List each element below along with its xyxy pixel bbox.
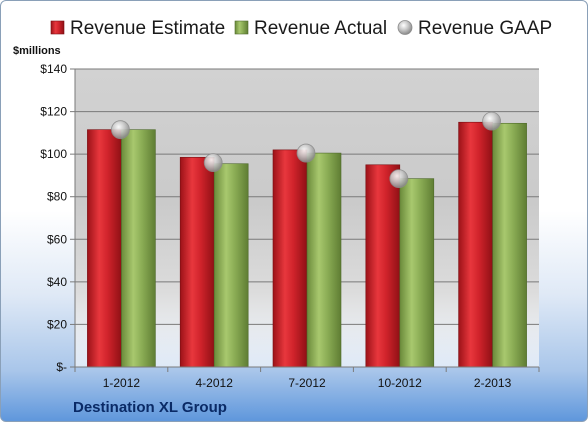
bar-estimate (179, 157, 215, 368)
y-unit-label: $millions (13, 45, 61, 57)
bar-actual (492, 122, 527, 368)
legend-swatch-gaap (397, 20, 413, 35)
bar-estimate (272, 149, 308, 368)
legend-swatch-actual (234, 20, 249, 35)
x-tick-label: 7-2012 (288, 376, 326, 390)
legend-label: Revenue Actual (254, 18, 387, 39)
bar-estimate (365, 164, 401, 368)
company-name: Destination XL Group (73, 399, 227, 416)
y-tick-label: $80 (47, 190, 67, 204)
gaap-marker (203, 153, 223, 173)
bar-actual (213, 163, 249, 368)
x-tick-label: 1-2012 (103, 376, 141, 390)
y-tick-label: $140 (40, 62, 67, 76)
y-tick-label: $100 (40, 147, 67, 161)
x-axis: 1-2012 4-2012 7-2012 10-2012 2-2013 (74, 366, 540, 390)
gaap-marker (389, 169, 409, 189)
bar-actual (399, 178, 435, 368)
legend: Revenue Estimate Revenue Actual Revenue GA… (50, 18, 552, 39)
gaap-markers (111, 111, 502, 189)
y-tick-label: $120 (40, 105, 67, 119)
gaap-marker (111, 120, 130, 140)
gaap-marker (296, 143, 316, 163)
x-tick-label: 2-2013 (474, 376, 512, 390)
y-tick-label: $20 (47, 317, 67, 331)
bar-estimate (87, 129, 122, 368)
legend-label: Revenue GAAP (418, 18, 552, 39)
bars (87, 121, 527, 368)
bar-actual (306, 152, 342, 368)
gaap-marker (482, 111, 502, 131)
x-tick-label: 10-2012 (378, 376, 422, 390)
bar-actual (121, 129, 156, 368)
legend-label: Revenue Estimate (70, 18, 225, 39)
x-tick-label: 4-2012 (196, 376, 234, 390)
y-tick-label: $- (56, 360, 67, 374)
legend-swatch-estimate (50, 20, 65, 35)
y-tick-label: $40 (47, 275, 67, 289)
y-axis: $- $20 $40 $60 $80 $100 $120 $140 (40, 62, 76, 374)
y-tick-label: $60 (47, 232, 67, 246)
bar-estimate (458, 121, 493, 368)
